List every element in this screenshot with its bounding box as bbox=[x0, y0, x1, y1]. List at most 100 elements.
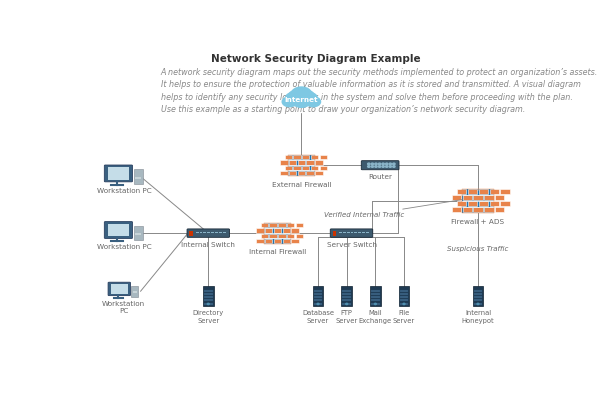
FancyBboxPatch shape bbox=[204, 296, 213, 298]
Circle shape bbox=[346, 303, 347, 304]
Circle shape bbox=[403, 303, 405, 304]
FancyBboxPatch shape bbox=[479, 189, 488, 194]
FancyBboxPatch shape bbox=[296, 223, 303, 227]
Bar bbox=[288, 155, 315, 176]
FancyBboxPatch shape bbox=[314, 293, 322, 295]
Circle shape bbox=[392, 166, 395, 167]
FancyBboxPatch shape bbox=[342, 299, 351, 302]
FancyBboxPatch shape bbox=[314, 290, 322, 292]
Bar bbox=[208, 232, 210, 233]
FancyBboxPatch shape bbox=[314, 296, 322, 298]
FancyBboxPatch shape bbox=[371, 299, 379, 302]
Circle shape bbox=[389, 163, 392, 165]
FancyBboxPatch shape bbox=[204, 302, 213, 304]
FancyBboxPatch shape bbox=[362, 161, 399, 170]
FancyBboxPatch shape bbox=[108, 224, 129, 236]
FancyBboxPatch shape bbox=[457, 201, 466, 206]
Text: Internet: Internet bbox=[285, 97, 318, 103]
FancyBboxPatch shape bbox=[291, 228, 299, 233]
FancyBboxPatch shape bbox=[293, 166, 301, 170]
FancyBboxPatch shape bbox=[283, 239, 290, 243]
Text: Database
Server: Database Server bbox=[302, 310, 334, 323]
Bar bbox=[462, 189, 494, 213]
FancyBboxPatch shape bbox=[261, 223, 268, 227]
FancyBboxPatch shape bbox=[400, 290, 408, 292]
FancyBboxPatch shape bbox=[457, 189, 466, 194]
Bar bbox=[215, 232, 218, 233]
FancyBboxPatch shape bbox=[400, 302, 408, 304]
FancyBboxPatch shape bbox=[400, 293, 408, 295]
FancyBboxPatch shape bbox=[342, 302, 351, 304]
FancyBboxPatch shape bbox=[495, 207, 505, 213]
FancyBboxPatch shape bbox=[256, 228, 264, 233]
Text: Workstation PC: Workstation PC bbox=[97, 244, 152, 250]
FancyBboxPatch shape bbox=[484, 195, 493, 200]
Circle shape bbox=[286, 92, 301, 103]
FancyBboxPatch shape bbox=[283, 228, 290, 233]
FancyBboxPatch shape bbox=[280, 171, 288, 175]
Circle shape bbox=[392, 163, 395, 165]
FancyBboxPatch shape bbox=[468, 189, 477, 194]
Text: Network Security Diagram Example: Network Security Diagram Example bbox=[211, 54, 421, 64]
FancyBboxPatch shape bbox=[490, 189, 499, 194]
FancyBboxPatch shape bbox=[371, 290, 379, 292]
Text: Internal
Honeypot: Internal Honeypot bbox=[462, 310, 494, 323]
Bar bbox=[264, 223, 291, 244]
FancyBboxPatch shape bbox=[298, 160, 305, 165]
FancyBboxPatch shape bbox=[134, 226, 142, 241]
FancyBboxPatch shape bbox=[256, 239, 264, 243]
FancyBboxPatch shape bbox=[370, 286, 381, 306]
Text: Internal Firewall: Internal Firewall bbox=[249, 249, 306, 255]
Circle shape bbox=[371, 166, 373, 167]
Circle shape bbox=[382, 163, 384, 165]
Bar bbox=[200, 232, 203, 233]
FancyBboxPatch shape bbox=[463, 195, 472, 200]
Bar bbox=[264, 223, 291, 244]
Bar bbox=[462, 189, 494, 213]
Circle shape bbox=[477, 303, 479, 304]
FancyBboxPatch shape bbox=[315, 171, 323, 175]
FancyBboxPatch shape bbox=[307, 160, 314, 165]
Text: Server Switch: Server Switch bbox=[326, 242, 376, 248]
FancyBboxPatch shape bbox=[307, 171, 314, 175]
FancyBboxPatch shape bbox=[274, 228, 281, 233]
Bar bbox=[196, 232, 198, 233]
FancyBboxPatch shape bbox=[314, 302, 322, 304]
FancyBboxPatch shape bbox=[473, 195, 483, 200]
Bar bbox=[203, 232, 206, 233]
FancyBboxPatch shape bbox=[204, 299, 213, 302]
Text: Workstation
PC: Workstation PC bbox=[102, 301, 145, 314]
FancyBboxPatch shape bbox=[468, 201, 477, 206]
Bar bbox=[219, 232, 222, 233]
FancyBboxPatch shape bbox=[104, 222, 132, 239]
Circle shape bbox=[306, 97, 320, 107]
FancyBboxPatch shape bbox=[341, 286, 352, 306]
Text: A network security diagram maps out the security methods implemented to protect : A network security diagram maps out the … bbox=[161, 68, 598, 114]
Circle shape bbox=[375, 303, 376, 304]
FancyBboxPatch shape bbox=[472, 286, 484, 306]
FancyBboxPatch shape bbox=[342, 290, 351, 292]
FancyBboxPatch shape bbox=[265, 239, 272, 243]
Text: Router: Router bbox=[368, 174, 392, 180]
FancyBboxPatch shape bbox=[265, 228, 272, 233]
Circle shape bbox=[291, 87, 311, 100]
Bar bbox=[223, 232, 225, 233]
Text: Workstation PC: Workstation PC bbox=[97, 188, 152, 194]
FancyBboxPatch shape bbox=[289, 171, 296, 175]
Bar bbox=[288, 155, 315, 176]
FancyBboxPatch shape bbox=[320, 155, 327, 160]
FancyBboxPatch shape bbox=[400, 296, 408, 298]
FancyBboxPatch shape bbox=[490, 201, 499, 206]
FancyBboxPatch shape bbox=[293, 155, 301, 160]
FancyBboxPatch shape bbox=[371, 296, 379, 298]
FancyBboxPatch shape bbox=[371, 302, 379, 304]
FancyBboxPatch shape bbox=[399, 286, 409, 306]
Bar bbox=[362, 232, 365, 233]
FancyBboxPatch shape bbox=[479, 201, 488, 206]
Circle shape bbox=[371, 163, 373, 165]
Bar bbox=[342, 232, 346, 233]
FancyBboxPatch shape bbox=[313, 286, 323, 306]
Text: External Firewall: External Firewall bbox=[272, 181, 331, 188]
Circle shape bbox=[382, 166, 384, 167]
Bar bbox=[359, 232, 361, 233]
